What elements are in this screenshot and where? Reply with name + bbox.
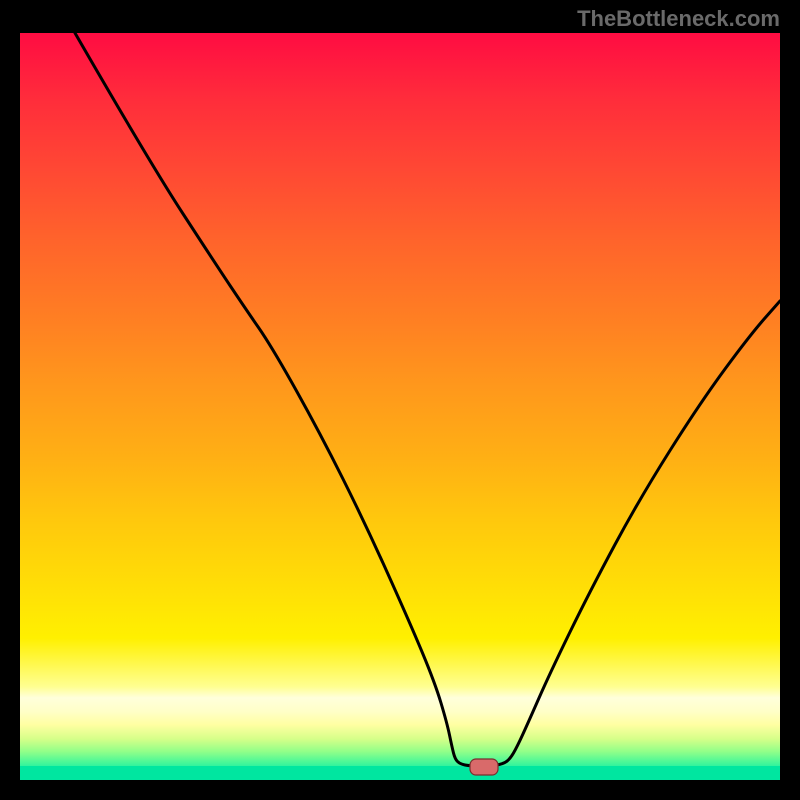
watermark-text: TheBottleneck.com: [577, 6, 780, 32]
plot-svg: [20, 33, 780, 780]
gradient-background: [20, 33, 780, 780]
bottleneck-chart: TheBottleneck.com: [0, 0, 800, 800]
plot-area: [20, 33, 780, 780]
bottom-bar: [20, 766, 780, 780]
minimum-marker: [470, 759, 498, 775]
